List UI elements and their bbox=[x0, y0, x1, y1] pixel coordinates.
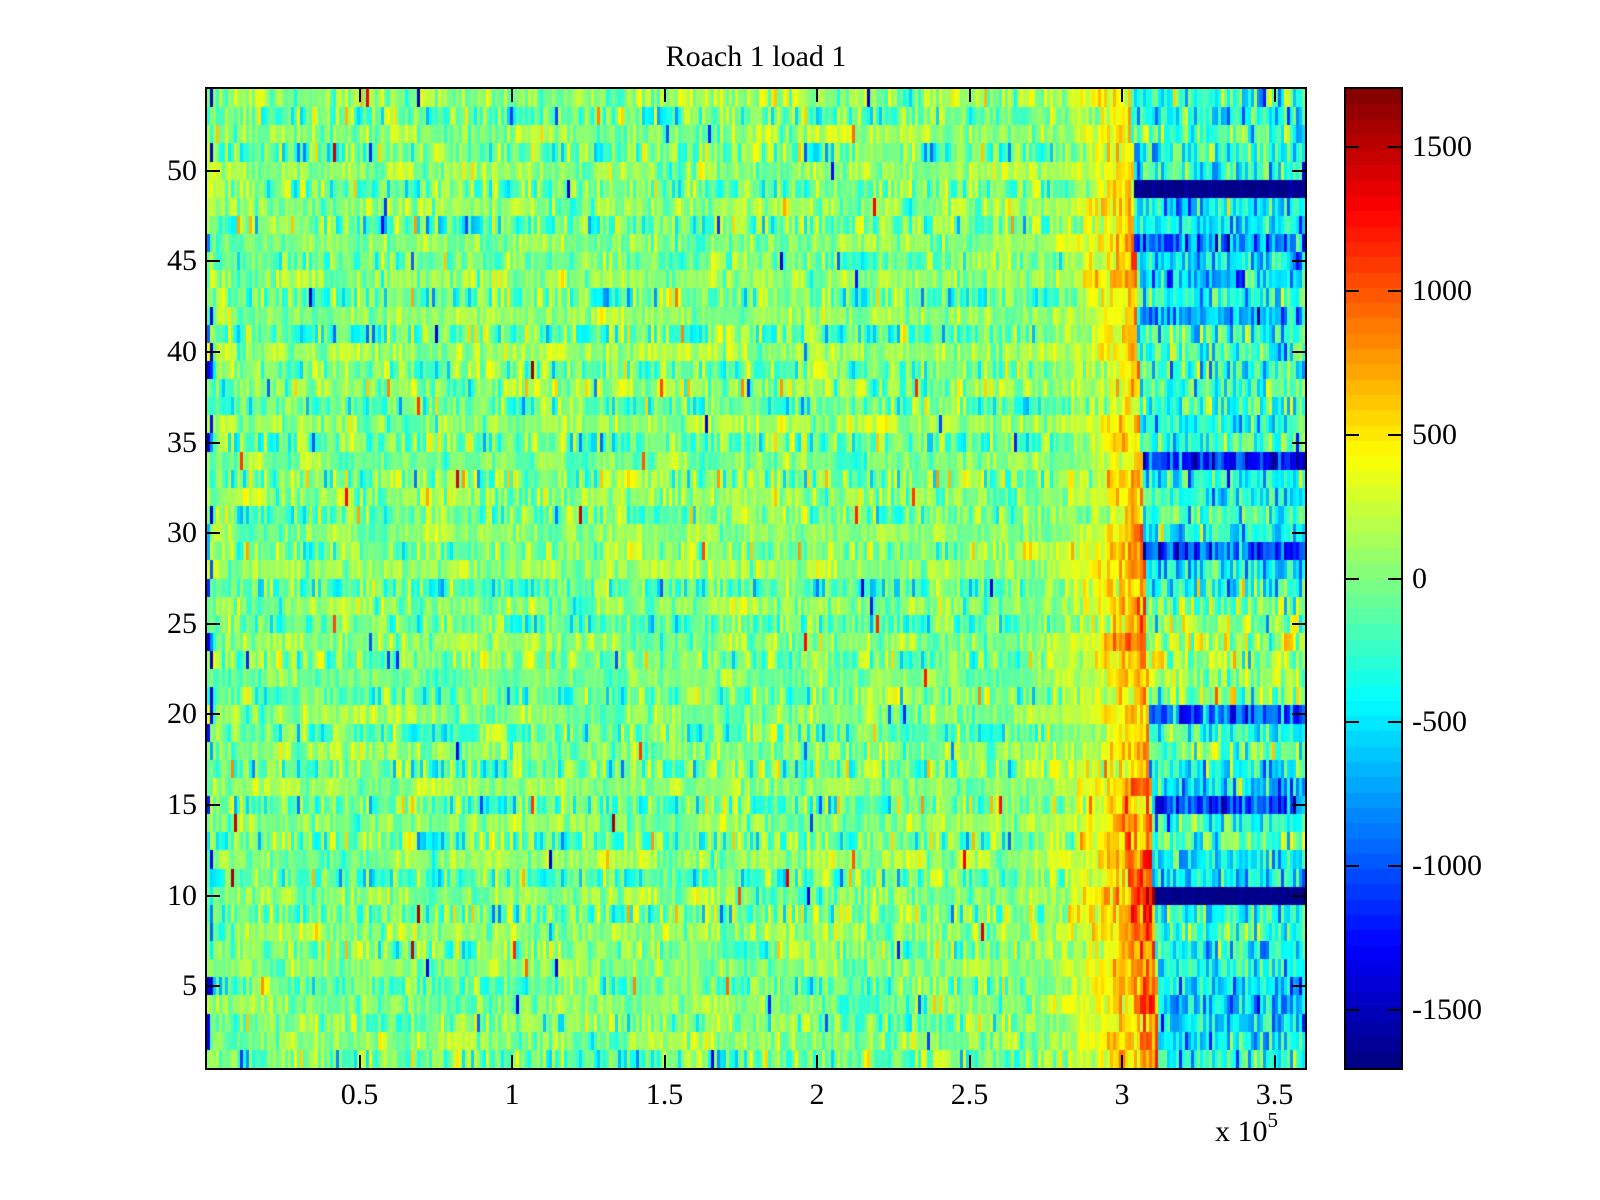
x-tick-top bbox=[816, 89, 818, 102]
x-tick bbox=[358, 1055, 361, 1068]
y-tick-label: 35 bbox=[167, 425, 197, 459]
colorbar-tick-label: 1000 bbox=[1412, 273, 1472, 307]
y-tick bbox=[207, 441, 220, 444]
y-tick-right bbox=[1292, 985, 1305, 988]
x-tick-top bbox=[663, 89, 666, 102]
x-tick-label: 1 bbox=[504, 1078, 520, 1111]
colorbar-tick-right bbox=[1388, 865, 1401, 868]
colorbar-tick-right bbox=[1388, 433, 1401, 436]
x-tick bbox=[663, 1055, 666, 1068]
x-tick-label: 0.5 bbox=[340, 1078, 379, 1111]
colorbar-tick bbox=[1346, 577, 1359, 580]
y-tick-label: 45 bbox=[167, 244, 197, 278]
y-tick-right bbox=[1292, 622, 1305, 625]
y-tick-label: 30 bbox=[167, 516, 197, 550]
y-tick-right bbox=[1292, 804, 1305, 807]
x-tick-top bbox=[1273, 89, 1276, 102]
y-tick bbox=[207, 260, 220, 263]
y-tick bbox=[207, 622, 220, 625]
y-tick-label: 5 bbox=[182, 969, 197, 1003]
x-tick bbox=[1121, 1055, 1123, 1068]
colorbar-tick-label: -1000 bbox=[1412, 849, 1482, 883]
y-tick-right bbox=[1292, 713, 1305, 716]
y-tick-label: 25 bbox=[167, 606, 197, 640]
x-tick-label: 2.5 bbox=[950, 1078, 989, 1111]
colorbar-tick-right bbox=[1388, 1009, 1401, 1012]
colorbar-tick-right bbox=[1388, 145, 1401, 148]
y-tick-label: 10 bbox=[167, 878, 197, 912]
colorbar-tick-label: 0 bbox=[1412, 561, 1427, 595]
y-tick-right bbox=[1292, 532, 1305, 535]
colorbar-tick-right bbox=[1388, 577, 1401, 580]
x-tick bbox=[511, 1055, 513, 1068]
y-tick bbox=[207, 713, 220, 716]
x-axis-exponent-label: x 105 bbox=[1215, 1108, 1278, 1149]
y-tick bbox=[207, 985, 220, 988]
x-tick-label: 2 bbox=[809, 1078, 825, 1111]
colorbar-tick bbox=[1346, 721, 1359, 724]
x-tick bbox=[968, 1055, 971, 1068]
x-exp-base: x 10 bbox=[1215, 1115, 1268, 1148]
y-tick bbox=[207, 804, 220, 807]
colorbar-tick bbox=[1346, 433, 1359, 436]
colorbar-tick bbox=[1346, 1009, 1359, 1012]
colorbar-tick-label: -1500 bbox=[1412, 993, 1482, 1027]
y-tick-right bbox=[1292, 350, 1305, 353]
chart-title: Roach 1 load 1 bbox=[665, 40, 847, 73]
colorbar-tick-right bbox=[1388, 721, 1401, 724]
y-tick bbox=[207, 350, 220, 353]
y-tick-right bbox=[1292, 169, 1305, 172]
colorbar-tick-right bbox=[1388, 289, 1401, 292]
colorbar-tick bbox=[1346, 289, 1359, 292]
x-tick-top bbox=[358, 89, 361, 102]
y-tick-label: 40 bbox=[167, 334, 197, 368]
y-tick-right bbox=[1292, 441, 1305, 444]
y-tick bbox=[207, 169, 220, 172]
colorbar-tick bbox=[1346, 145, 1359, 148]
y-tick-right bbox=[1292, 260, 1305, 263]
x-tick-label: 1.5 bbox=[645, 1078, 684, 1111]
y-tick-label: 15 bbox=[167, 788, 197, 822]
x-tick-top bbox=[1121, 89, 1123, 102]
y-tick-label: 50 bbox=[167, 153, 197, 187]
x-exp-power: 5 bbox=[1267, 1108, 1279, 1132]
colorbar-tick bbox=[1346, 865, 1359, 868]
x-tick-top bbox=[511, 89, 513, 102]
y-tick-right bbox=[1292, 894, 1305, 897]
x-tick-top bbox=[968, 89, 971, 102]
x-tick-label: 3.5 bbox=[1255, 1078, 1294, 1111]
y-tick bbox=[207, 532, 220, 535]
x-tick bbox=[1273, 1055, 1276, 1068]
colorbar-tick-label: -500 bbox=[1412, 705, 1467, 739]
x-tick-label: 3 bbox=[1114, 1078, 1130, 1111]
heatmap-canvas bbox=[207, 89, 1305, 1068]
colorbar-tick-label: 500 bbox=[1412, 417, 1457, 451]
y-tick bbox=[207, 894, 220, 897]
y-tick-label: 20 bbox=[167, 697, 197, 731]
colorbar-tick-label: 1500 bbox=[1412, 129, 1472, 163]
x-tick bbox=[816, 1055, 818, 1068]
